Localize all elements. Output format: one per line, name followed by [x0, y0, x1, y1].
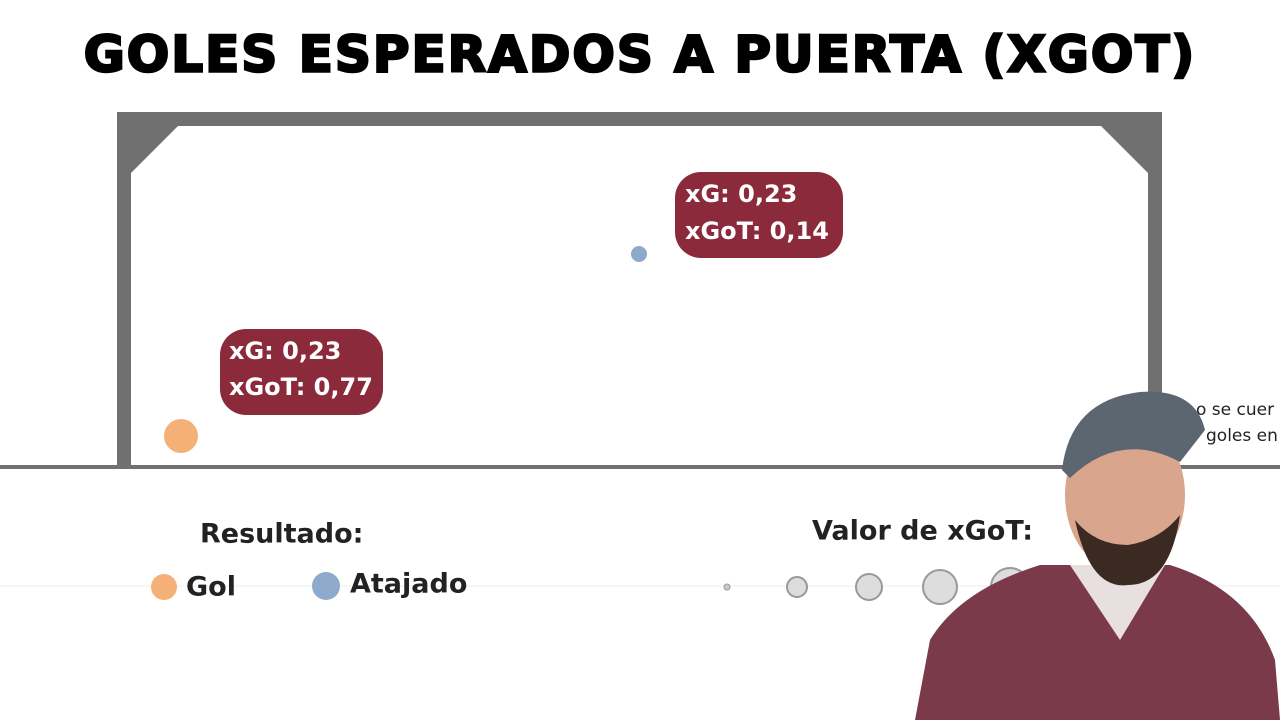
left-post	[117, 112, 131, 468]
legend-swatch	[151, 574, 177, 600]
shot-xgot: xGoT: 0,77	[229, 373, 373, 401]
side-text: o se cuer	[1196, 400, 1274, 420]
right-post	[1148, 112, 1162, 468]
title: GOLES ESPERADOS A PUERTA (XGOT)	[84, 26, 1197, 84]
crossbar	[117, 112, 1162, 126]
presenter	[915, 391, 1280, 720]
shot-xgot: xGoT: 0,14	[685, 217, 829, 245]
shot-xg: xG: 0,23	[229, 337, 341, 365]
legend-label: Gol	[186, 572, 236, 603]
size-swatch	[786, 576, 808, 598]
shot-label	[220, 329, 383, 415]
legend-swatch	[312, 572, 340, 600]
shot-goal	[164, 419, 198, 453]
ground-line	[0, 465, 1280, 469]
legend-title: Resultado:	[200, 519, 363, 550]
size-legend-title: Valor de xGoT:	[812, 516, 1033, 547]
size-swatch	[855, 573, 883, 601]
net-corner	[1101, 126, 1148, 173]
size-swatch	[723, 583, 731, 591]
net-corner	[131, 126, 178, 173]
size-swatch	[922, 569, 958, 605]
shot-xg: xG: 0,23	[685, 180, 797, 208]
shot-label	[675, 172, 843, 258]
shot-saved	[631, 246, 647, 262]
legend-label: Atajado	[350, 569, 467, 600]
side-text: goles en	[1206, 426, 1278, 446]
